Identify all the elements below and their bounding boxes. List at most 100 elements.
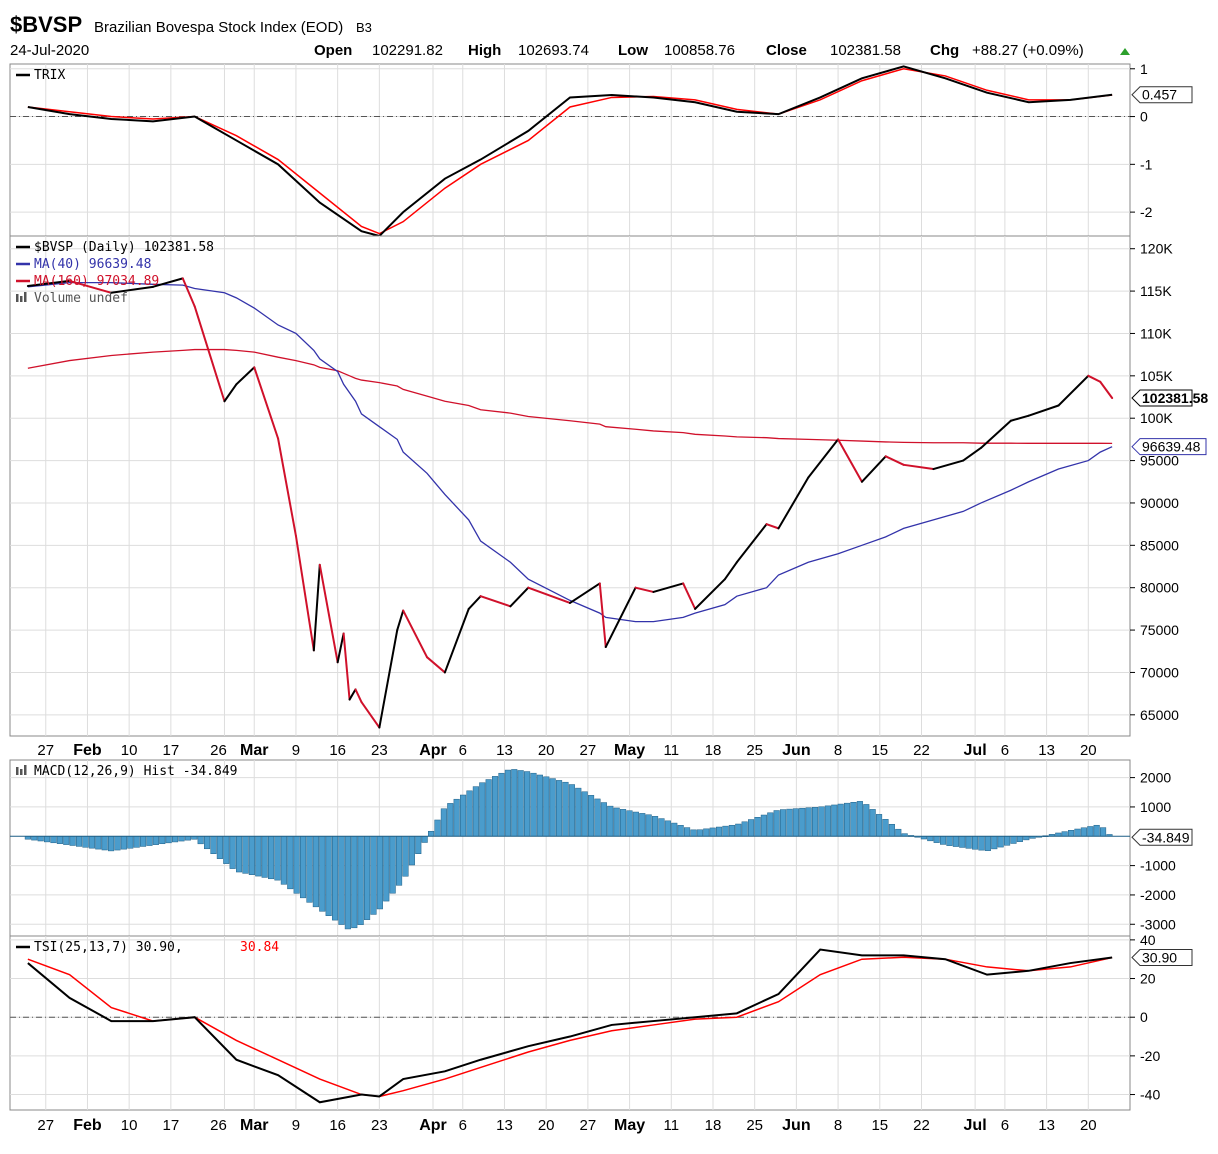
histogram-bar — [1004, 836, 1011, 846]
date-label: 15 — [871, 1117, 888, 1134]
histogram-bar — [767, 812, 774, 837]
histogram-bar — [108, 836, 115, 852]
histogram-bar — [434, 819, 441, 837]
histogram-bar — [965, 836, 972, 849]
histogram-bar — [1087, 826, 1094, 837]
panel-frame — [9, 235, 1131, 737]
histogram-bar — [63, 836, 70, 845]
value-tag-text: 30.90 — [1142, 949, 1177, 965]
price-segment — [1087, 374, 1102, 383]
date-axis-bottom: 27 Feb 10 17 26 Mar 9 16 23 Apr 6 13 20 27 May 11 18 25 Ju… — [37, 1117, 1096, 1134]
index-name: Brazilian Bovespa Stock Index (EOD) — [94, 19, 343, 36]
y-tick-label: 110K — [1140, 325, 1172, 341]
histogram-bar — [44, 836, 51, 843]
date-label: May — [614, 742, 645, 759]
y-tick-label: -3000 — [1140, 916, 1176, 932]
histogram-bar — [837, 803, 844, 837]
date-label: 25 — [746, 1117, 763, 1134]
date-label: 17 — [163, 742, 180, 759]
date-label: 10 — [121, 1117, 138, 1134]
histogram-bar — [684, 827, 691, 837]
histogram-bar — [997, 836, 1004, 848]
y-tick-label: 65000 — [1140, 707, 1179, 723]
price-segment — [479, 595, 512, 608]
date-label: 26 — [210, 1117, 227, 1134]
histogram-bar — [895, 828, 902, 837]
indicator-line — [27, 65, 1113, 238]
panel-legend: MACD(12,26,9) Hist -34.849 — [16, 764, 238, 779]
histogram-bar — [703, 828, 710, 837]
price-segment — [837, 438, 863, 483]
trix-panel: 1 0 -1 -2 0.457 TRIX — [9, 61, 1193, 238]
current-value-tag: 102381.58 96639.48 — [1131, 389, 1208, 456]
date-label: Jun — [782, 742, 810, 759]
histogram-bar — [204, 836, 211, 850]
value-tag-box — [1131, 828, 1193, 846]
price-segment — [354, 688, 363, 704]
histogram-bar — [524, 771, 531, 837]
histogram-bar — [645, 814, 652, 837]
histogram-bar — [472, 786, 479, 837]
histogram-bar — [357, 836, 364, 925]
price-segment — [1009, 414, 1030, 422]
value-tag-box — [1131, 948, 1193, 966]
histogram-bar — [152, 836, 159, 845]
date-label: Apr — [419, 742, 447, 759]
legend-bar-icon — [20, 296, 23, 302]
histogram-bar — [453, 798, 460, 837]
histogram-bar — [479, 782, 486, 837]
date-label: 8 — [834, 1117, 842, 1134]
histogram-bar — [760, 814, 767, 837]
histogram-bar — [530, 772, 537, 837]
histogram-bar — [952, 836, 959, 847]
date-label: 23 — [371, 1117, 388, 1134]
y-tick-label: 115K — [1140, 283, 1172, 299]
histogram-bar — [184, 836, 191, 841]
histogram-bar — [1068, 830, 1075, 837]
price-segment — [860, 455, 887, 483]
histogram-bar — [869, 809, 876, 837]
histogram-bar — [460, 794, 467, 837]
histogram-bar — [594, 798, 601, 837]
panel-legend: $BVSP (Daily) 102381.58 MA(40) 96639.48 MA… — [16, 240, 214, 306]
histogram-bar — [210, 836, 217, 854]
date-label: 20 — [538, 742, 555, 759]
histogram-bar — [287, 836, 294, 890]
ma40-tag-box — [1131, 438, 1207, 456]
price-segment — [318, 563, 339, 664]
histogram-bar — [165, 836, 172, 844]
legend-entry: TSI(25,13,7) 30.90, — [34, 940, 183, 955]
ma40-line — [27, 281, 1113, 623]
legend-bar-icon — [16, 294, 19, 302]
histogram-bar — [440, 808, 447, 837]
histogram-bar — [402, 836, 409, 877]
histogram-bar — [447, 803, 454, 837]
histogram-bar — [562, 781, 569, 837]
histogram-bar — [536, 774, 543, 837]
histogram-bar — [844, 802, 851, 837]
date-label: 26 — [210, 742, 227, 759]
price-panel: 120K 115K 110K 105K 100K 95000 90000 85000 80000… — [9, 235, 1208, 737]
histogram-bar — [498, 772, 505, 837]
date-label: 16 — [329, 742, 346, 759]
date-label: 8 — [834, 742, 842, 759]
price-segment — [26, 279, 71, 287]
histogram-bar — [37, 836, 44, 842]
histogram-bar — [274, 836, 281, 881]
histogram-bar — [216, 836, 223, 859]
histogram-bar — [978, 836, 985, 851]
date-label: 11 — [663, 1117, 679, 1134]
histogram-bar — [575, 787, 582, 837]
date-label: 17 — [163, 1117, 180, 1134]
price-segment — [634, 586, 655, 593]
histogram-bar — [863, 804, 870, 837]
histogram-bar — [396, 836, 403, 886]
price-segment — [807, 438, 840, 479]
price-segment — [342, 632, 351, 701]
legend-bar-icon — [20, 769, 23, 775]
histogram-bar — [1023, 836, 1030, 841]
histogram-bar — [671, 822, 678, 837]
chart-panels: 10-1-20.457TRIX120K115K110K105K100K95000… — [9, 61, 1208, 1111]
legend-entry: MA(40) 96639.48 — [34, 257, 151, 272]
